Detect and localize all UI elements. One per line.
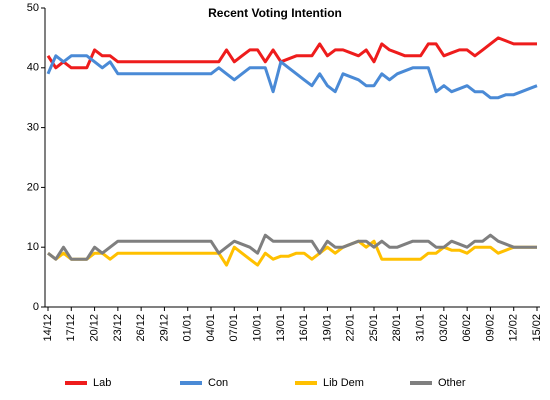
- x-tick-label: 23/12: [112, 314, 124, 342]
- series-line: [46, 36, 537, 70]
- y-tick-label: 0: [33, 301, 39, 313]
- x-tick-label: 20/12: [88, 314, 100, 342]
- x-tick-label: 15/02: [531, 314, 543, 342]
- y-tick-label: 20: [27, 181, 39, 193]
- x-tick-label: 04/01: [205, 314, 217, 342]
- x-tick-label: 31/01: [414, 314, 426, 342]
- series-line: [47, 233, 537, 261]
- legend-label: Other: [438, 377, 466, 389]
- x-tick-label: 03/02: [438, 314, 450, 342]
- y-tick-label: 10: [27, 241, 39, 253]
- x-tick-label: 19/01: [321, 314, 333, 342]
- x-tick-label: 26/12: [135, 314, 147, 342]
- legend-label: Con: [208, 377, 228, 389]
- y-tick-label: 40: [27, 62, 39, 74]
- x-tick-label: 13/01: [275, 314, 287, 342]
- x-tick-label: 09/02: [484, 314, 496, 342]
- x-tick-label: 28/01: [391, 314, 403, 342]
- x-tick-label: 12/02: [508, 314, 520, 342]
- series-line: [46, 54, 538, 100]
- x-tick-label: 14/12: [42, 314, 54, 342]
- y-tick-label: 30: [27, 122, 39, 134]
- legend-label: Lib Dem: [323, 377, 364, 389]
- series-line: [47, 239, 537, 267]
- x-tick-label: 17/12: [65, 314, 77, 342]
- chart-title: Recent Voting Intention: [208, 6, 342, 20]
- legend-label: Lab: [93, 377, 111, 389]
- x-tick-label: 10/01: [251, 314, 263, 342]
- x-tick-label: 01/01: [182, 314, 194, 342]
- x-tick-label: 29/12: [158, 314, 170, 342]
- x-tick-label: 25/01: [368, 314, 380, 342]
- x-tick-label: 07/01: [228, 314, 240, 342]
- y-tick-label: 50: [27, 2, 39, 14]
- x-tick-label: 06/02: [461, 314, 473, 342]
- x-tick-label: 16/01: [298, 314, 310, 342]
- x-tick-label: 22/01: [345, 314, 357, 342]
